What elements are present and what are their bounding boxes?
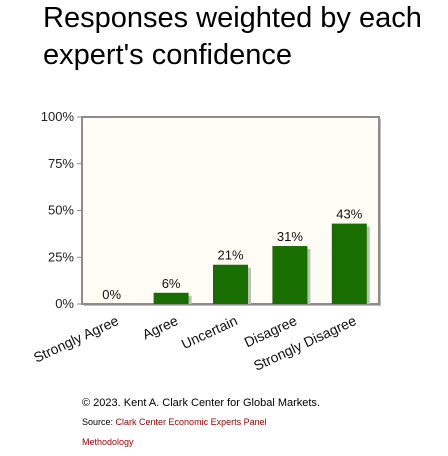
- y-tick-label: 50%: [48, 203, 74, 218]
- methodology-link[interactable]: Methodology: [82, 437, 134, 447]
- copyright-text: © 2023. Kent A. Clark Center for Global …: [82, 397, 320, 409]
- title-line-2: expert's confidence: [43, 39, 292, 71]
- source-link[interactable]: Clark Center Economic Experts Panel: [115, 417, 267, 427]
- bar-value-label: 0%: [102, 287, 121, 302]
- bar-value-label: 6%: [162, 276, 181, 291]
- bar-value-label: 31%: [277, 229, 303, 244]
- bar-chart: 0%25%50%75%100%0%Strongly Agree6%Agree21…: [31, 109, 381, 374]
- y-tick-label: 25%: [48, 249, 74, 264]
- title-line-1: Responses weighted by each: [43, 2, 422, 34]
- y-tick-label: 0%: [55, 296, 74, 311]
- bar: [272, 246, 308, 304]
- y-tick-label: 100%: [41, 109, 75, 124]
- bar: [153, 292, 189, 304]
- bar-value-label: 43%: [336, 207, 362, 222]
- x-tick-label: Strongly Agree: [31, 312, 121, 365]
- source-prefix: Source:: [82, 417, 116, 427]
- bar: [331, 223, 367, 304]
- y-tick-label: 75%: [48, 156, 74, 171]
- x-tick-label: Strongly Disagree: [251, 312, 359, 374]
- bar: [213, 264, 248, 304]
- x-tick-label: Uncertain: [179, 312, 240, 352]
- source-line: Source: Clark Center Economic Experts Pa…: [82, 417, 267, 427]
- chart-title: Responses weighted by each expert's conf…: [43, 0, 443, 74]
- x-tick-label: Agree: [140, 312, 181, 342]
- bar-value-label: 21%: [217, 248, 243, 263]
